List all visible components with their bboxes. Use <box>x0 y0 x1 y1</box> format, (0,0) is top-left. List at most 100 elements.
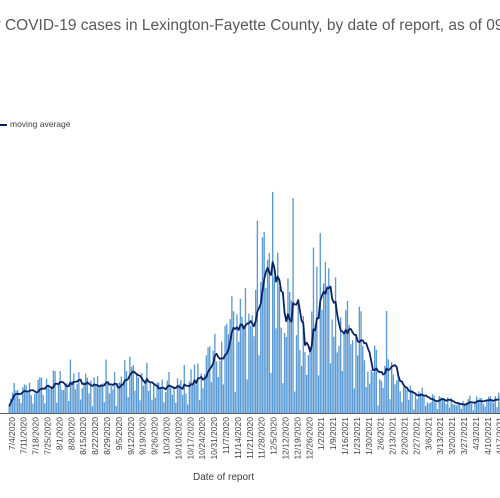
daily-case-bar <box>479 397 481 413</box>
daily-case-bar <box>333 336 335 413</box>
daily-case-bar <box>130 367 133 413</box>
daily-case-bar <box>350 344 352 413</box>
daily-case-bar <box>202 388 204 413</box>
x-tick-label: 10/3/2020 <box>161 417 171 455</box>
daily-case-bar <box>45 378 48 413</box>
daily-case-bar <box>249 325 252 413</box>
daily-case-bar <box>47 387 49 413</box>
daily-case-bar <box>136 372 138 413</box>
daily-case-bar <box>71 381 73 413</box>
daily-case-bar <box>62 390 65 413</box>
moving-average-line <box>8 261 500 407</box>
daily-case-bar <box>260 282 262 413</box>
daily-case-bar <box>64 385 66 413</box>
x-tick-label: 3/20/2021 <box>447 417 457 455</box>
daily-case-bar <box>105 359 107 413</box>
daily-case-bar <box>460 408 463 413</box>
daily-case-bar <box>127 397 129 413</box>
daily-case-bar <box>402 386 405 413</box>
daily-case-bar <box>338 345 340 413</box>
daily-case-bar <box>266 259 269 413</box>
daily-case-bar <box>210 382 213 413</box>
daily-case-bar <box>54 371 56 413</box>
daily-case-bar <box>158 382 160 413</box>
daily-case-bar <box>447 397 449 413</box>
daily-case-bar <box>227 334 230 413</box>
x-tick-label: 11/21/2020 <box>245 417 255 459</box>
daily-case-bar <box>255 289 257 413</box>
daily-case-bar <box>462 400 464 413</box>
x-tick-label: 3/6/2021 <box>423 417 433 450</box>
daily-case-bar <box>287 278 289 413</box>
x-tick-label: 8/8/2020 <box>66 417 76 450</box>
daily-case-bar <box>321 309 323 413</box>
daily-case-bar <box>212 350 214 413</box>
daily-case-bar <box>302 315 304 413</box>
daily-case-bar <box>68 401 70 413</box>
daily-case-bar <box>98 388 100 413</box>
x-tick-label: 2/27/2021 <box>411 417 421 455</box>
daily-case-bar <box>436 409 439 413</box>
daily-case-bar <box>73 373 75 413</box>
daily-case-bar <box>317 375 320 413</box>
daily-case-bar <box>119 382 121 413</box>
legend-line-swatch <box>0 123 7 126</box>
daily-case-bar <box>306 374 308 413</box>
daily-case-bar <box>234 391 236 413</box>
daily-case-bar <box>426 402 429 413</box>
daily-case-bar <box>61 389 63 413</box>
daily-case-bar <box>397 376 400 413</box>
daily-case-bar <box>37 379 39 413</box>
daily-case-bar <box>27 393 29 413</box>
x-tick-label: 3/13/2021 <box>435 417 445 455</box>
x-tick-label: 2/6/2021 <box>376 417 386 450</box>
daily-case-bar <box>30 395 32 413</box>
daily-case-bar <box>363 360 366 413</box>
daily-case-bar <box>489 396 491 413</box>
x-tick-label: 9/12/2020 <box>126 417 136 455</box>
daily-case-bar <box>285 337 287 413</box>
daily-case-bar <box>282 383 284 413</box>
daily-case-bar <box>13 383 15 413</box>
daily-case-bar <box>52 370 55 413</box>
daily-case-bar <box>448 407 451 413</box>
daily-case-bar <box>161 379 163 413</box>
daily-case-bar <box>137 377 140 413</box>
daily-case-bar <box>96 376 99 413</box>
daily-case-bar <box>372 372 374 413</box>
daily-case-bar <box>467 399 469 413</box>
daily-case-bar <box>125 370 128 413</box>
daily-case-bar <box>438 396 440 413</box>
daily-case-bar <box>273 277 276 413</box>
daily-case-bar <box>367 371 369 413</box>
daily-case-bar <box>472 410 474 413</box>
x-tick-label: 12/5/2020 <box>269 417 279 455</box>
daily-case-bar <box>42 395 44 413</box>
x-tick-label: 10/10/2020 <box>173 417 183 460</box>
daily-case-bar <box>11 392 14 413</box>
daily-case-bar <box>482 403 485 413</box>
daily-case-bar <box>57 382 60 413</box>
daily-case-bar <box>328 268 330 413</box>
daily-case-bar <box>244 288 247 413</box>
daily-case-bar <box>74 389 77 413</box>
daily-case-bar <box>90 380 92 413</box>
daily-case-bar <box>399 391 401 413</box>
daily-case-bar <box>122 382 124 413</box>
daily-case-bar <box>28 382 31 413</box>
daily-case-bar <box>300 365 303 413</box>
daily-case-bar <box>280 327 282 413</box>
daily-case-bar <box>384 365 386 413</box>
daily-case-bar <box>329 363 332 413</box>
chart-title: ily COVID-19 cases in Lexington-Fayette … <box>0 17 500 34</box>
daily-case-bar <box>450 398 452 413</box>
daily-case-bar <box>411 389 413 413</box>
daily-case-bar <box>32 403 34 413</box>
daily-case-bar <box>392 374 395 413</box>
daily-case-bar <box>394 384 396 413</box>
daily-case-bar <box>231 296 233 413</box>
daily-case-bar <box>452 403 454 413</box>
daily-case-bar <box>232 311 235 413</box>
daily-case-bar <box>443 398 446 413</box>
x-tick-label: 7/11/2020 <box>19 417 29 454</box>
